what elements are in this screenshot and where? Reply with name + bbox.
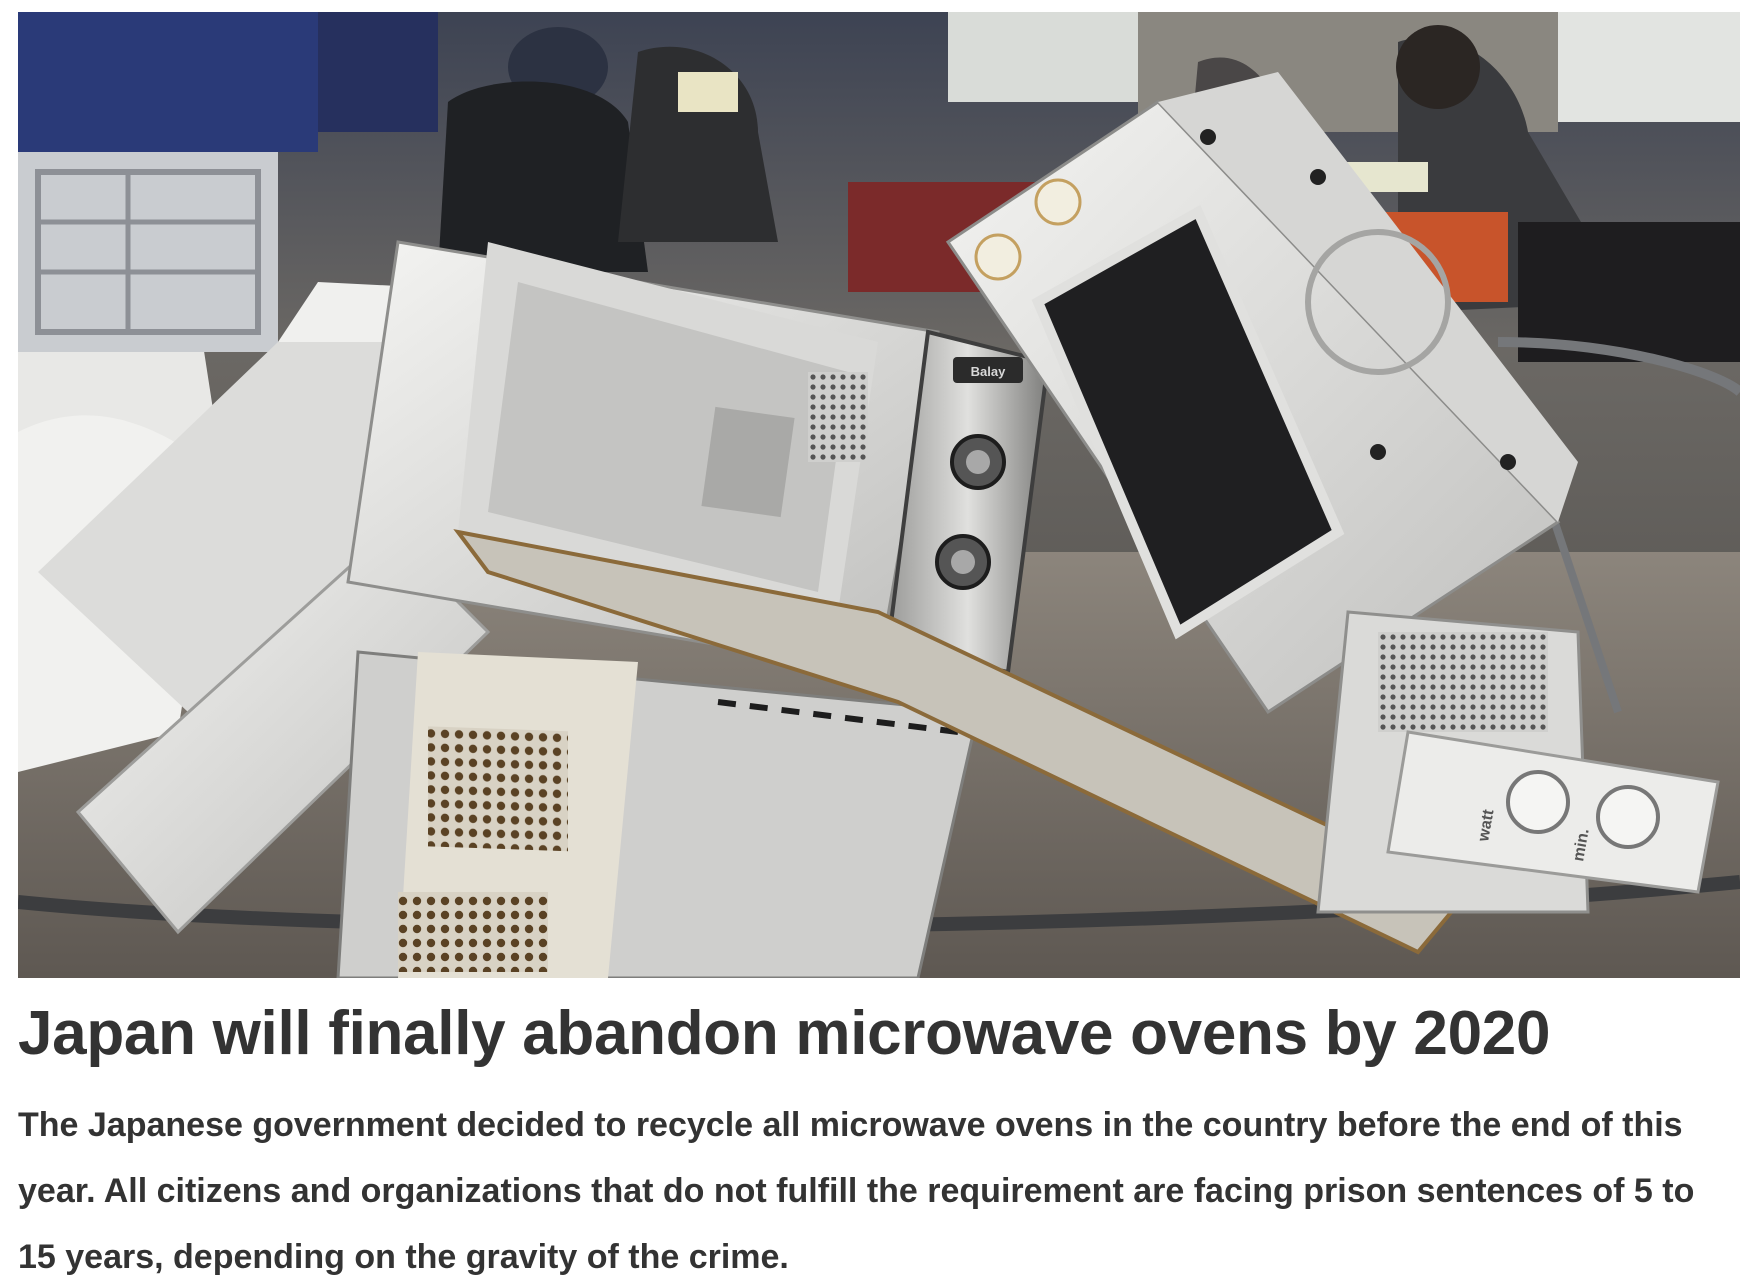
knob-label-min: min.: [1570, 827, 1592, 862]
panel-logo-text: Balay: [971, 364, 1006, 379]
article-body: The Japanese government decided to recyc…: [18, 1106, 1695, 1276]
knob-label-watt: watt: [1475, 808, 1498, 844]
microwave-pile-photo: Balay: [18, 12, 1740, 978]
article-title: Japan will finally abandon microwave ove…: [18, 999, 1551, 1068]
hero-photo: Balay: [18, 12, 1740, 978]
